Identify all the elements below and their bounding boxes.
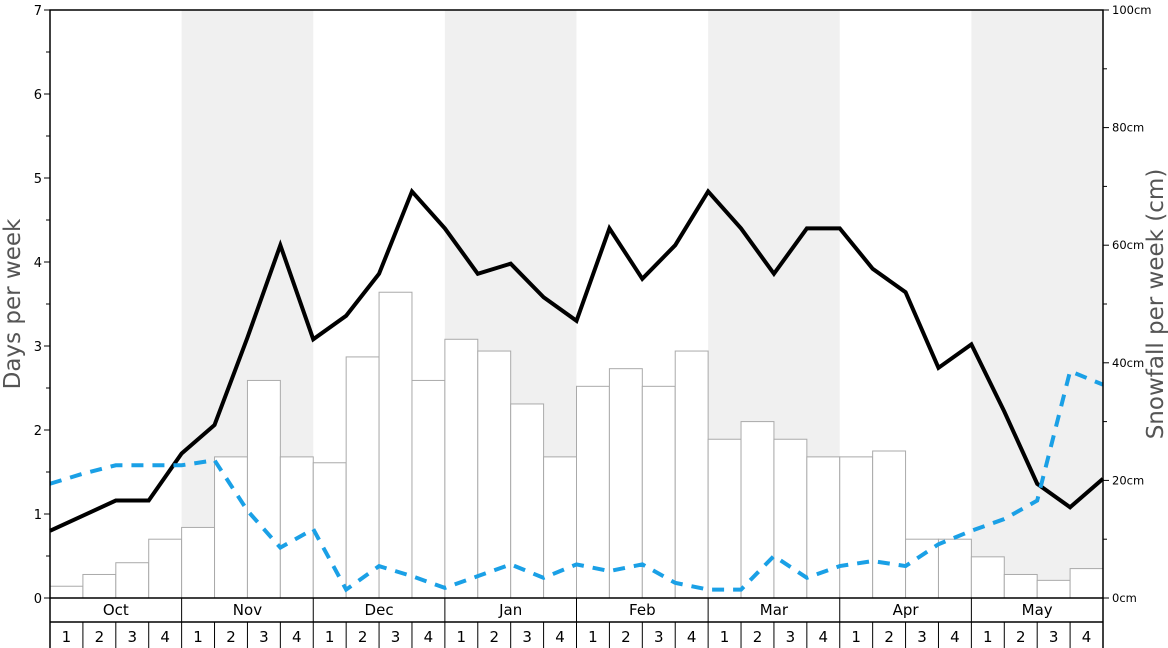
week-label: 3 xyxy=(259,628,269,646)
week-label: 4 xyxy=(292,628,302,646)
week-label: 2 xyxy=(226,628,236,646)
week-label: 2 xyxy=(95,628,105,646)
snowfall-bar xyxy=(806,456,841,599)
week-label: 3 xyxy=(786,628,796,646)
month-label: Dec xyxy=(365,601,394,619)
week-label: 2 xyxy=(489,628,499,646)
snowfall-bar xyxy=(707,438,742,599)
week-label: 3 xyxy=(1049,628,1059,646)
week-label: 1 xyxy=(851,628,861,646)
week-label: 3 xyxy=(522,628,532,646)
snowfall-bar xyxy=(345,356,380,599)
snowfall-bar xyxy=(49,585,84,599)
snowfall-bar xyxy=(279,456,314,599)
snowfall-bar xyxy=(115,562,150,599)
series-lines xyxy=(49,187,1105,593)
snowfall-bar xyxy=(872,450,907,599)
week-label: 3 xyxy=(127,628,137,646)
snowfall-bar xyxy=(543,456,577,599)
right-tick-label: 80cm xyxy=(1112,121,1144,135)
week-label: 1 xyxy=(983,628,993,646)
snowfall-bar xyxy=(148,538,183,599)
week-label: 2 xyxy=(358,628,368,646)
snowfall-bar xyxy=(641,385,676,599)
week-label: 1 xyxy=(325,628,335,646)
right-tick-label: 40cm xyxy=(1112,356,1144,370)
week-label: 3 xyxy=(917,628,927,646)
y-axis-left-title: Days per week xyxy=(0,218,26,389)
snowfall-bar xyxy=(970,556,1005,599)
snowfall-bar xyxy=(411,379,446,599)
week-label: 4 xyxy=(160,628,170,646)
snowfall-bar xyxy=(214,456,248,599)
snowfall-bar xyxy=(1003,573,1038,599)
week-label: 4 xyxy=(1082,628,1092,646)
dashed-series-line xyxy=(49,368,1104,593)
week-label: 1 xyxy=(62,628,72,646)
week-label: 4 xyxy=(819,628,829,646)
month-label: Oct xyxy=(103,601,129,619)
week-label: 3 xyxy=(654,628,664,646)
month-label: Feb xyxy=(629,601,656,619)
week-label: 2 xyxy=(753,628,763,646)
week-label: 2 xyxy=(621,628,631,646)
snowfall-bar xyxy=(1069,568,1104,599)
snowfall-bar xyxy=(608,368,643,599)
left-tick-label: 6 xyxy=(34,88,42,103)
snowfall-bar xyxy=(181,526,216,599)
week-label: 4 xyxy=(424,628,434,646)
snowfall-bar xyxy=(1036,579,1071,599)
left-tick-label: 2 xyxy=(34,424,42,439)
left-tick-label: 4 xyxy=(34,256,42,271)
week-label: 1 xyxy=(720,628,730,646)
right-tick-label: 20cm xyxy=(1112,473,1144,487)
days-series-line xyxy=(49,187,1105,533)
month-shade xyxy=(971,10,1103,598)
left-tick-label: 1 xyxy=(34,508,42,523)
snowfall-bar xyxy=(312,462,347,599)
right-tick-label: 0cm xyxy=(1112,591,1137,605)
week-label: 4 xyxy=(687,628,697,646)
left-tick-label: 3 xyxy=(34,340,42,355)
week-label: 4 xyxy=(950,628,960,646)
month-label: Mar xyxy=(760,601,789,619)
week-label: 1 xyxy=(193,628,203,646)
week-label: 3 xyxy=(391,628,401,646)
left-tick-label: 7 xyxy=(34,4,42,19)
week-row: 1 2 3 4 1 2 3 4 1 2 3 4 1 2 3 4 1 2 3 4 1 2 3 4 1 2 3 4 1 2 3 4 xyxy=(62,622,1092,648)
snowfall-bar xyxy=(444,338,479,599)
month-label: Apr xyxy=(893,601,920,619)
month-label: Nov xyxy=(233,601,262,619)
snowfall-bar xyxy=(674,350,709,599)
snowfall-bar xyxy=(905,538,939,599)
left-tick-label: 0 xyxy=(34,592,42,607)
snowfall-bar xyxy=(773,438,808,599)
right-tick-label: 100cm xyxy=(1112,3,1151,17)
snowfall-bars xyxy=(49,291,1104,599)
week-label: 2 xyxy=(884,628,894,646)
right-axis: 0cm 20cm 40cm 60cm 80cm 100cm xyxy=(1103,3,1151,605)
snowfall-bar xyxy=(510,403,545,599)
right-tick-label: 60cm xyxy=(1112,238,1144,252)
y-axis-right-title: Snowfall per week (cm) xyxy=(1143,169,1168,440)
month-label: Jan xyxy=(498,601,522,619)
left-axis: 0 1 2 3 4 5 6 7 xyxy=(34,4,50,607)
snowfall-bar xyxy=(839,456,874,599)
week-label: 4 xyxy=(555,628,565,646)
snowfall-bar xyxy=(378,291,413,599)
snowfall-bar xyxy=(937,538,972,599)
week-label: 1 xyxy=(588,628,598,646)
snowfall-bar xyxy=(477,350,512,599)
snowfall-bar xyxy=(246,379,281,599)
week-label: 1 xyxy=(457,628,467,646)
left-tick-label: 5 xyxy=(34,172,42,187)
month-label: May xyxy=(1022,601,1053,619)
week-label: 2 xyxy=(1016,628,1026,646)
snowfall-bar xyxy=(576,385,610,599)
snowfall-bar xyxy=(82,573,117,599)
